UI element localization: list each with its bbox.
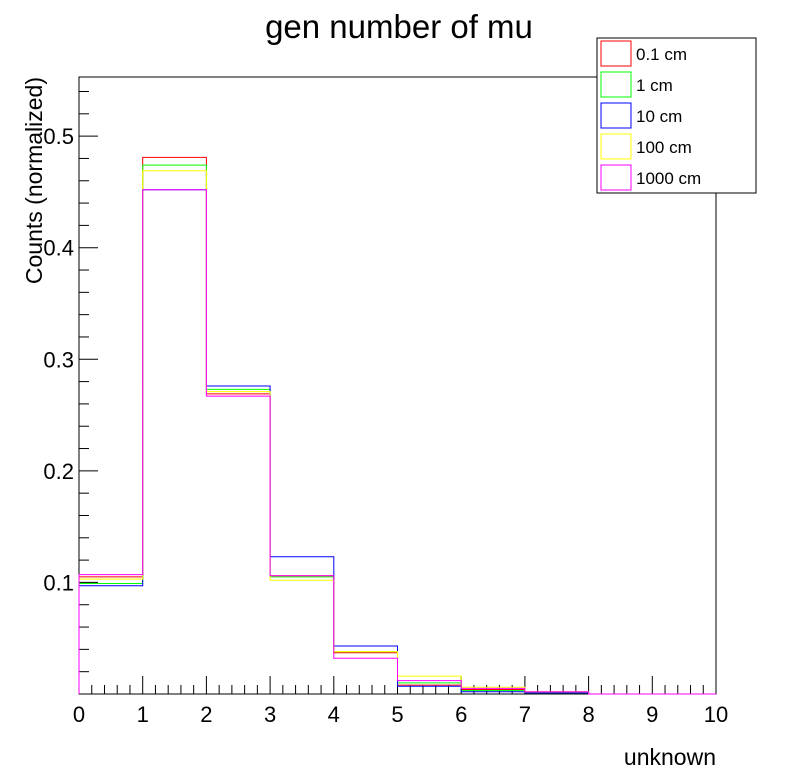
legend-label: 1 cm	[636, 76, 673, 95]
x-tick-label: 1	[137, 702, 149, 727]
series-layer	[78, 156, 716, 695]
chart-title: gen number of mu	[265, 8, 533, 45]
series-line-1	[78, 164, 716, 695]
series-line-4	[78, 189, 716, 695]
y-tick-label: 0.3	[43, 347, 74, 372]
x-tick-label: 7	[519, 702, 531, 727]
legend-label: 1000 cm	[636, 169, 701, 188]
x-tick-label: 9	[646, 702, 658, 727]
y-axis-label: Counts (normalized)	[21, 77, 47, 284]
x-tick-label: 5	[391, 702, 403, 727]
legend-label: 10 cm	[636, 107, 682, 126]
x-tick-label: 4	[328, 702, 340, 727]
legend-swatch	[600, 164, 632, 191]
x-axis-ticks: 0 1 2 3 4 5 6 7 8 9 10	[73, 676, 728, 727]
y-tick-label: 0.5	[43, 124, 74, 149]
legend-entries: 0.1 cm 1 cm 10 cm 100 cm 1000 cm	[600, 40, 701, 191]
legend-swatch	[600, 133, 632, 160]
x-tick-label: 2	[200, 702, 212, 727]
legend-label: 0.1 cm	[636, 45, 687, 64]
series-line-3	[78, 170, 716, 695]
y-tick-label: 0.4	[43, 236, 74, 261]
legend: 0.1 cm 1 cm 10 cm 100 cm 1000 cm	[596, 37, 757, 194]
legend-swatch	[600, 71, 632, 98]
y-tick-label: 0.1	[43, 570, 74, 595]
y-axis-ticks: 0.1 0.2 0.3 0.4 0.5	[43, 91, 98, 673]
legend-swatch	[600, 40, 632, 67]
legend-box	[596, 37, 757, 194]
x-tick-label: 6	[455, 702, 467, 727]
x-tick-label: 3	[264, 702, 276, 727]
y-tick-label: 0.2	[43, 459, 74, 484]
legend-swatch	[600, 102, 632, 129]
x-tick-label: 0	[73, 702, 85, 727]
x-axis-label: unknown	[624, 744, 716, 770]
legend-label: 100 cm	[636, 138, 692, 157]
series-line-2	[78, 189, 716, 695]
x-tick-label: 8	[582, 702, 594, 727]
series-line-0	[78, 156, 716, 695]
x-tick-label: 10	[704, 702, 728, 727]
